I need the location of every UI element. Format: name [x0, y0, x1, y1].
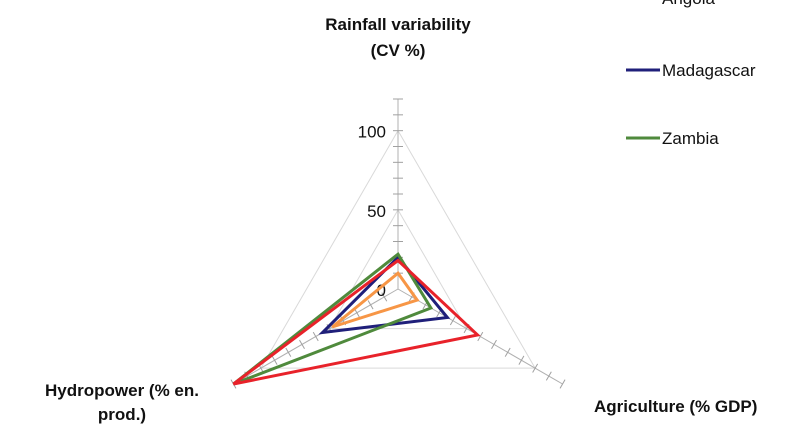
legend-label-madagascar: Madagascar: [662, 61, 756, 80]
axis-label-agriculture: Agriculture (% GDP): [594, 397, 757, 416]
axis-tick: [449, 316, 456, 326]
axis-label-hydropower: Hydropower (% en.: [45, 381, 199, 400]
grid-ring-100: [260, 129, 536, 369]
axis-tick: [381, 292, 388, 302]
series-polygons: [232, 251, 481, 386]
legend-label-angola: Angola: [662, 0, 715, 8]
series-polygon-angola: [331, 270, 420, 329]
axis-tick: [504, 347, 511, 357]
legend-label-zambia: Zambia: [662, 129, 719, 148]
axis-tick: [271, 355, 278, 365]
axis-tick: [518, 355, 525, 365]
tick-label-100: 100: [358, 123, 386, 142]
chart-legend: Angola Madagascar Zambia: [626, 0, 756, 148]
axis-tick: [367, 300, 374, 310]
axis-labels: Rainfall variability (CV %) Agriculture (%…: [45, 15, 757, 424]
axis-label-rainfall: (CV %): [371, 41, 426, 60]
grid-ring-50: [328, 208, 468, 330]
tick-label-0: 0: [377, 281, 386, 300]
series-polygon-unlabeled-3: [232, 258, 481, 386]
axis-tick: [491, 339, 497, 349]
axis-tick: [285, 347, 292, 357]
tick-labels: 0 50 100: [358, 123, 386, 300]
axis-tick: [477, 331, 484, 342]
axis-tick: [559, 379, 566, 389]
axis-label-rainfall: Rainfall variability: [325, 15, 471, 34]
tick-label-50: 50: [367, 202, 386, 221]
axis-label-hydropower: prod.): [98, 405, 146, 424]
axis-tick: [299, 339, 305, 349]
series-polygon-zambia: [232, 251, 434, 386]
axis-tick: [312, 331, 319, 342]
axis-tick: [532, 363, 539, 373]
axis-tick: [545, 371, 552, 381]
chart-grid: [260, 129, 536, 369]
